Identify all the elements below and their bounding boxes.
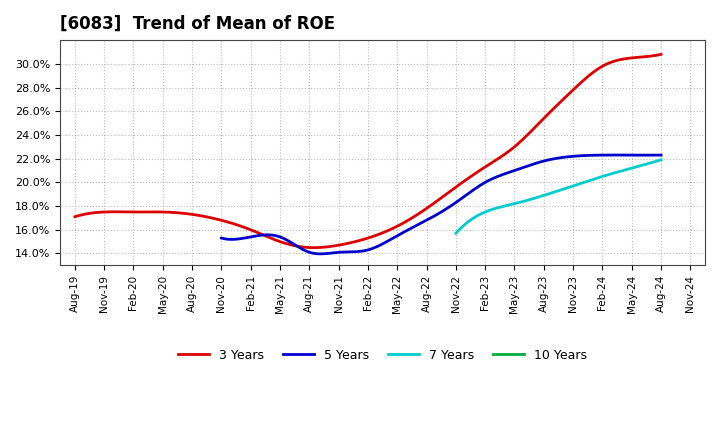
3 Years — [604, 61, 613, 66]
3 Years — [310, 245, 318, 250]
7 Years — [452, 230, 461, 235]
3 Years — [73, 213, 81, 219]
5 Years — [487, 176, 496, 182]
5 Years — [480, 180, 489, 185]
7 Years — [624, 166, 633, 172]
3 Years — [657, 51, 665, 57]
3 Years — [421, 206, 430, 212]
5 Years — [217, 235, 226, 241]
5 Years — [479, 181, 487, 186]
3 Years — [567, 89, 575, 95]
Legend: 3 Years, 5 Years, 7 Years, 10 Years: 3 Years, 5 Years, 7 Years, 10 Years — [173, 344, 593, 367]
Line: 3 Years: 3 Years — [75, 54, 661, 248]
Line: 5 Years: 5 Years — [222, 155, 661, 254]
3 Years — [420, 208, 428, 213]
3 Years — [431, 199, 440, 205]
7 Years — [657, 157, 665, 162]
5 Years — [589, 153, 598, 158]
5 Years — [219, 236, 228, 241]
Line: 7 Years: 7 Years — [456, 160, 661, 233]
7 Years — [637, 163, 646, 168]
7 Years — [577, 180, 586, 186]
5 Years — [315, 251, 324, 257]
Text: [6083]  Trend of Mean of ROE: [6083] Trend of Mean of ROE — [60, 15, 336, 33]
5 Years — [611, 152, 620, 158]
5 Years — [618, 152, 627, 158]
7 Years — [574, 182, 582, 187]
7 Years — [451, 231, 460, 236]
3 Years — [71, 214, 79, 220]
5 Years — [657, 152, 665, 158]
7 Years — [573, 182, 582, 187]
